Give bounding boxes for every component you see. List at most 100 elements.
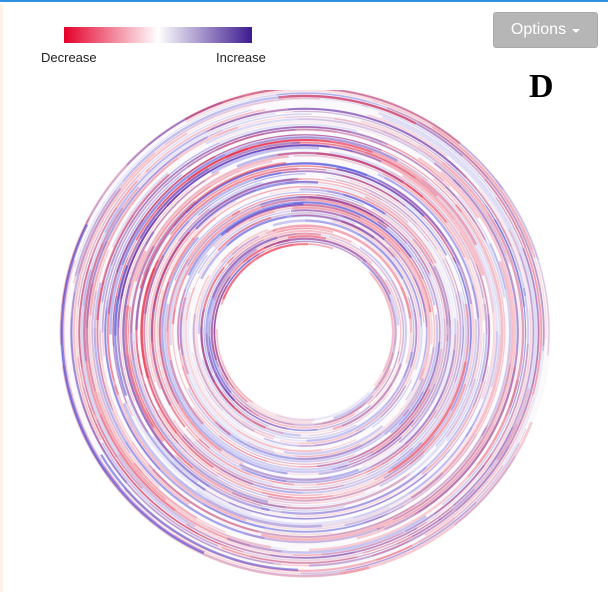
- ring-arc: [257, 136, 501, 388]
- ring-arc: [405, 132, 477, 189]
- ring-arc: [191, 366, 489, 520]
- ring-arc: [216, 128, 486, 241]
- ring-arc: [187, 387, 410, 463]
- ring-arc: [386, 106, 545, 346]
- ring-accent-arc: [96, 173, 170, 320]
- ring-arc: [208, 321, 252, 412]
- ring-arc: [228, 214, 422, 318]
- ring-arc: [371, 99, 548, 339]
- ring-arc: [185, 212, 338, 321]
- ring-arc: [73, 107, 251, 499]
- ring-arc: [226, 515, 427, 554]
- ring-arc: [208, 336, 233, 394]
- ring-arc: [496, 388, 531, 461]
- ring-arc: [189, 436, 397, 489]
- ring-arc: [293, 154, 466, 258]
- ring-center-hole: [219, 246, 391, 418]
- ring-arc: [124, 250, 155, 429]
- ring-arc: [225, 138, 478, 246]
- ring-arc: [313, 298, 405, 431]
- ring-arc: [364, 178, 506, 524]
- ring-arc: [253, 378, 477, 510]
- ring-arc: [78, 257, 93, 368]
- ring-arc: [270, 168, 469, 361]
- legend-decrease-label: Decrease: [41, 50, 97, 65]
- ring-arc: [332, 419, 415, 471]
- ring-arc: [158, 237, 223, 452]
- ring-arc: [276, 391, 370, 421]
- ring-arc: [388, 246, 425, 323]
- ring-arc: [242, 334, 415, 442]
- options-button[interactable]: Options: [493, 12, 598, 48]
- ring-arc: [370, 272, 394, 372]
- ring-arc: [352, 409, 482, 519]
- ring-arc: [276, 465, 367, 481]
- ring-arc: [228, 472, 428, 520]
- ring-arc: [117, 145, 285, 433]
- ring-arc: [269, 188, 449, 366]
- ring-arc: [290, 209, 385, 241]
- ring-arc: [148, 208, 211, 390]
- ring-arc: [292, 214, 361, 230]
- ring-arc: [372, 197, 540, 557]
- ring-arc: [399, 243, 436, 417]
- ring-arc: [335, 178, 462, 419]
- ring-arc: [445, 186, 506, 298]
- ring-arc: [185, 427, 294, 486]
- ring-arc: [481, 314, 491, 382]
- ring-arc: [143, 255, 254, 486]
- ring-arc: [163, 303, 348, 474]
- ring-arc: [151, 231, 190, 428]
- ring-arc: [164, 97, 369, 146]
- ring-arc: [186, 196, 408, 267]
- ring-arc: [205, 334, 501, 528]
- ring-arc: [322, 368, 392, 425]
- ring-arc: [387, 303, 470, 474]
- ring-arc: [373, 352, 395, 391]
- ring-arc: [126, 399, 252, 515]
- ring-arc: [299, 188, 386, 215]
- ring-arc: [132, 331, 232, 488]
- ring-arc: [247, 367, 426, 458]
- ring-arc: [341, 90, 550, 356]
- ring-arc: [128, 126, 351, 227]
- ring-arc: [317, 341, 441, 468]
- ring-arc: [293, 453, 493, 556]
- ring-arc: [206, 108, 512, 247]
- ring-arc: [258, 186, 451, 326]
- ring-arc: [202, 433, 478, 533]
- ring-arc: [292, 142, 416, 179]
- ring-arc: [263, 385, 407, 447]
- ring-arc: [178, 181, 263, 242]
- ring-arc: [243, 125, 384, 144]
- ring-arc: [210, 276, 231, 367]
- ring-arc: [179, 312, 275, 454]
- ring-arc: [511, 289, 521, 390]
- ring-arc: [77, 97, 320, 274]
- ring-arc: [253, 405, 363, 427]
- ring-arc: [293, 110, 527, 415]
- ring-arc: [96, 280, 190, 506]
- ring-arc: [210, 107, 527, 297]
- ring-arc: [103, 299, 266, 529]
- ring-arc: [277, 237, 400, 326]
- ring-arc: [78, 168, 150, 458]
- ring-arc: [101, 123, 358, 285]
- ring-arc: [379, 256, 417, 415]
- ring-arc: [244, 406, 356, 429]
- ring-arc: [214, 309, 532, 559]
- ring-arc: [187, 147, 249, 181]
- ring-arc: [174, 380, 486, 520]
- ring-arc: [477, 187, 532, 478]
- ring-arc: [85, 240, 167, 501]
- ring-arc: [117, 141, 438, 301]
- ring-arc: [254, 170, 448, 256]
- ring-arc: [77, 357, 244, 553]
- ring-arc: [242, 237, 392, 295]
- ring-arc: [213, 326, 313, 424]
- ring-arc: [363, 187, 418, 224]
- ring-arc: [117, 144, 353, 328]
- caret-down-icon: [572, 29, 581, 33]
- ring-arc: [231, 491, 286, 509]
- ring-arc: [281, 466, 428, 515]
